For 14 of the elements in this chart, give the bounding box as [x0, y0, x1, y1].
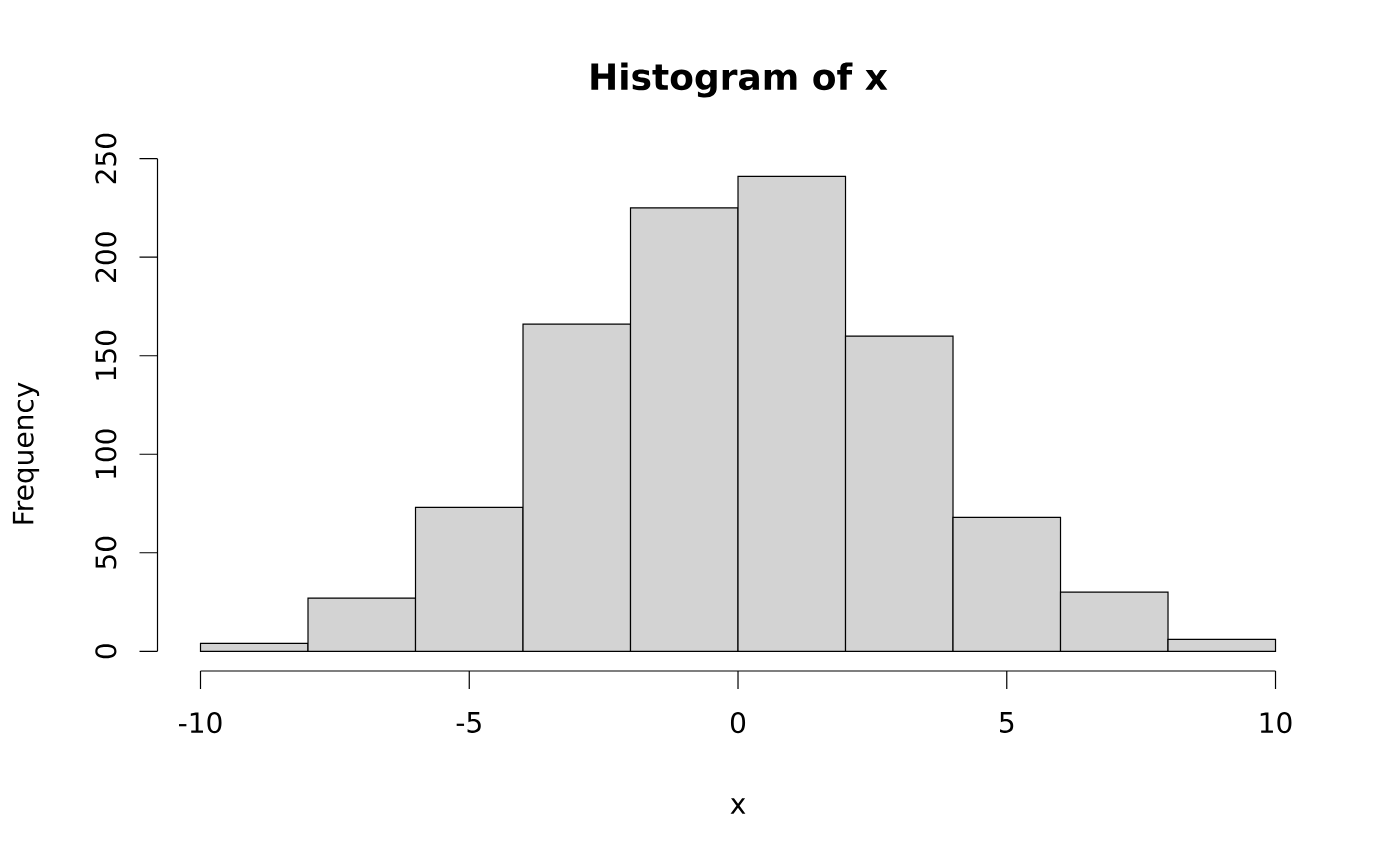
x-tick-label: -5: [456, 712, 481, 733]
y-axis-title: Frequency: [12, 382, 40, 524]
x-tick-label: 0: [730, 712, 746, 734]
x-axis-title: x: [730, 798, 746, 814]
y-tick-label: 200: [95, 232, 117, 282]
chart-title: Histogram of x: [591, 62, 888, 98]
x-tick-label: 10: [1260, 712, 1292, 734]
x-tick-label: 5: [1000, 712, 1014, 733]
y-tick-label: 250: [95, 133, 117, 184]
y-tick-label: 0: [95, 644, 117, 659]
y-tick-label: 100: [95, 429, 117, 478]
x-tick-label: -10: [179, 712, 222, 734]
y-tick-label: 150: [95, 330, 117, 380]
y-tick-label: 50: [95, 536, 117, 569]
